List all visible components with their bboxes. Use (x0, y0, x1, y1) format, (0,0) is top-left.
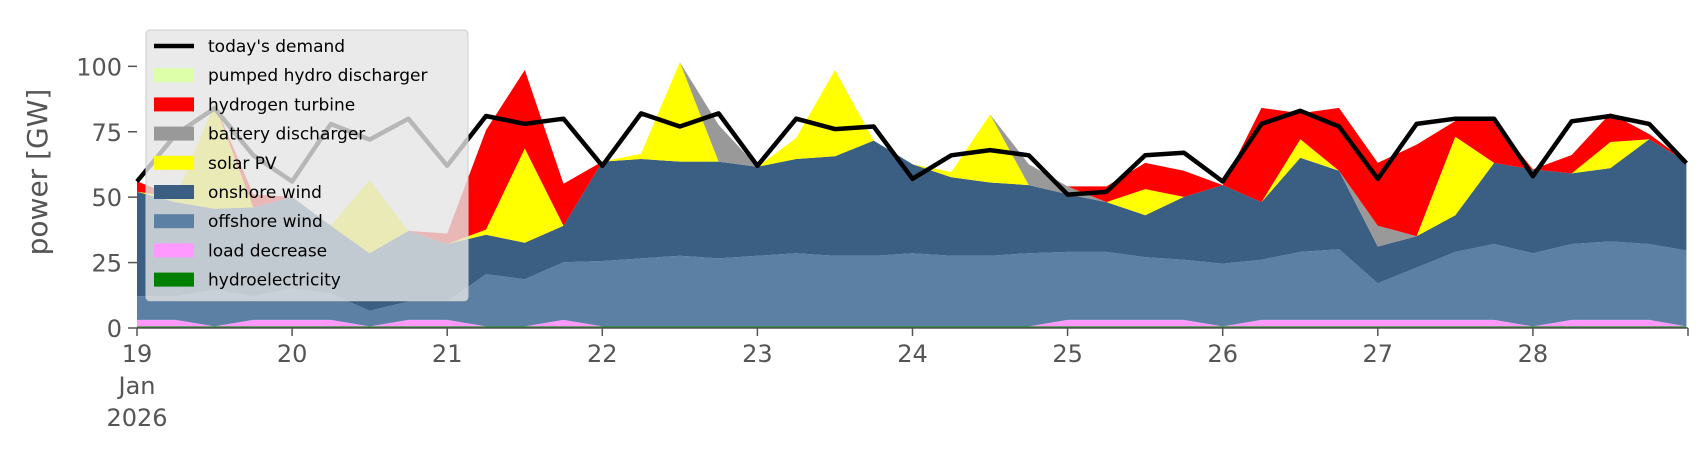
x-tick-label: Jan (117, 372, 156, 400)
x-tick-label: 20 (277, 340, 308, 368)
legend-item-solar-pv: solar PV (154, 154, 277, 174)
x-tick-label: 2026 (106, 404, 167, 432)
legend-swatch (154, 68, 194, 83)
legend-swatch (154, 214, 194, 229)
legend-label: solar PV (208, 154, 277, 174)
legend-item-load-decrease: load decrease (154, 241, 327, 261)
y-tick-label: 75 (91, 119, 122, 147)
legend-swatch (154, 155, 194, 170)
legend: today's demand pumped hydro discharger hyd… (145, 29, 469, 302)
stacked-areas (137, 62, 1687, 328)
legend-item-pumped-hydro-discharger: pumped hydro discharger (154, 66, 427, 86)
legend-swatch (154, 126, 194, 141)
x-tick-label: 21 (432, 340, 463, 368)
y-tick-label: 50 (91, 184, 122, 212)
legend-label: offshore wind (208, 212, 323, 232)
area-hydrogen-turbine (137, 62, 1687, 244)
legend-label: load decrease (208, 241, 327, 261)
y-axis-label: power [GW] (21, 89, 54, 256)
legend-item-today-s-demand: today's demand (154, 37, 345, 57)
area-onshore-wind (137, 139, 1687, 311)
x-tick-label: 22 (587, 340, 618, 368)
y-tick-label: 25 (91, 250, 122, 278)
x-tick-label: 23 (742, 340, 773, 368)
legend-swatch (154, 185, 194, 199)
x-tick-label: 24 (897, 340, 928, 368)
area-offshore-wind (137, 241, 1687, 327)
legend-label: onshore wind (208, 183, 322, 203)
x-tick-label: 26 (1207, 340, 1238, 368)
legend-swatch (154, 97, 194, 112)
x-tick-label: 25 (1052, 340, 1083, 368)
legend-label: hydrogen turbine (208, 95, 355, 115)
legend-label: pumped hydro discharger (208, 66, 427, 86)
area-solar-pv (137, 62, 1687, 254)
legend-swatch (154, 272, 194, 287)
y-tick-label: 0 (107, 315, 122, 343)
x-tick-label: 27 (1363, 340, 1394, 368)
area-load-decrease (137, 319, 1687, 327)
x-tick-label: 28 (1518, 340, 1549, 368)
legend-label: hydroelectricity (208, 271, 341, 291)
legend-label: battery discharger (208, 125, 365, 145)
legend-item-offshore-wind: offshore wind (154, 212, 323, 232)
legend-label: today's demand (208, 37, 345, 57)
legend-item-hydrogen-turbine: hydrogen turbine (154, 95, 355, 115)
legend-item-onshore-wind: onshore wind (154, 183, 322, 203)
legend-swatch (154, 243, 194, 258)
x-tick-label: 19 (122, 340, 153, 368)
legend-box (145, 29, 469, 302)
axes: 0 25 50 75 100 19 Jan 2026 20 21 22 23 24 25 26 27 28 (76, 53, 1689, 432)
legend-item-battery-discharger: battery discharger (154, 125, 365, 145)
y-tick-label: 100 (76, 53, 122, 81)
legend-item-hydroelectricity: hydroelectricity (154, 271, 341, 291)
